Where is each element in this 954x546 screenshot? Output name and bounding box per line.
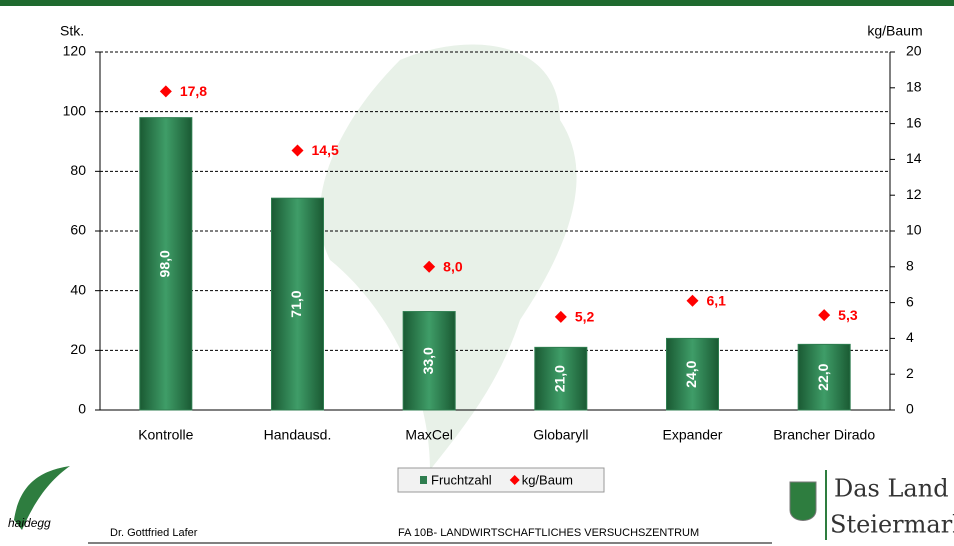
legend-swatch <box>509 475 520 485</box>
marker-value-label: 14,5 <box>312 142 339 158</box>
bar <box>534 346 588 411</box>
y2-axis-label: kg/Baum <box>867 23 922 39</box>
top-bar <box>0 0 954 6</box>
y-axis-label: Stk. <box>60 23 84 39</box>
legend-label: Fruchtzahl <box>431 472 492 487</box>
bar-value-label: 33,0 <box>420 347 436 374</box>
y-tick-label: 40 <box>70 281 86 297</box>
y-tick-label: 60 <box>70 222 86 238</box>
marker-value-label: 5,2 <box>575 309 595 325</box>
y-tick-label: 80 <box>70 162 86 178</box>
bar-value-label: 71,0 <box>288 290 304 317</box>
bar-value-label: 21,0 <box>552 365 568 392</box>
y2-tick-label: 10 <box>906 222 922 238</box>
marker <box>818 309 831 322</box>
x-tick-label: MaxCel <box>405 427 452 443</box>
logo-leaf <box>14 466 70 530</box>
marker <box>686 294 699 307</box>
bar <box>402 311 456 411</box>
footer-institution: FA 10B- LANDWIRTSCHAFTLICHES VERSUCHSZEN… <box>398 527 699 539</box>
x-tick-label: Expander <box>663 427 723 443</box>
y2-tick-label: 12 <box>906 186 922 202</box>
y2-tick-label: 18 <box>906 79 922 95</box>
y-tick-label: 120 <box>63 43 87 59</box>
legend-swatch <box>420 476 427 484</box>
logo-crest <box>789 481 817 521</box>
legend-label: kg/Baum <box>522 472 573 487</box>
marker-value-label: 8,0 <box>443 259 463 275</box>
marker <box>291 144 304 157</box>
marker-value-label: 17,8 <box>180 83 207 99</box>
y2-tick-label: 4 <box>906 329 914 345</box>
bar-value-label: 24,0 <box>683 360 699 387</box>
y-tick-label: 0 <box>78 401 86 417</box>
marker-value-label: 6,1 <box>707 293 727 309</box>
y2-tick-label: 8 <box>906 258 914 274</box>
y-tick-label: 100 <box>63 102 87 118</box>
x-tick-label: Kontrolle <box>138 427 193 443</box>
x-tick-label: Brancher Dirado <box>773 427 875 443</box>
marker-value-label: 5,3 <box>838 307 858 323</box>
marker <box>423 260 436 273</box>
bar <box>139 117 193 411</box>
logo-right-2: Steiermark <box>830 511 954 539</box>
bar <box>666 337 719 411</box>
y2-tick-label: 6 <box>906 293 914 309</box>
logo-right-1: Das Land <box>834 475 949 503</box>
watermark <box>319 44 577 470</box>
bar <box>271 197 324 411</box>
bar-value-label: 22,0 <box>815 363 831 390</box>
y2-tick-label: 20 <box>906 43 922 59</box>
x-tick-label: Handausd. <box>264 427 332 443</box>
y-tick-label: 20 <box>70 341 86 357</box>
footer-author: Dr. Gottfried Lafer <box>110 527 198 539</box>
y2-tick-label: 16 <box>906 114 922 130</box>
legend-box <box>397 467 605 493</box>
x-tick-label: Globaryll <box>533 427 588 443</box>
marker <box>554 310 567 323</box>
y2-tick-label: 2 <box>906 365 914 381</box>
y2-tick-label: 14 <box>906 150 922 166</box>
marker <box>159 85 172 98</box>
bar-value-label: 98,0 <box>157 250 173 277</box>
bar <box>797 343 851 411</box>
y2-tick-label: 0 <box>906 401 914 417</box>
logo-left: haidegg <box>8 516 51 530</box>
